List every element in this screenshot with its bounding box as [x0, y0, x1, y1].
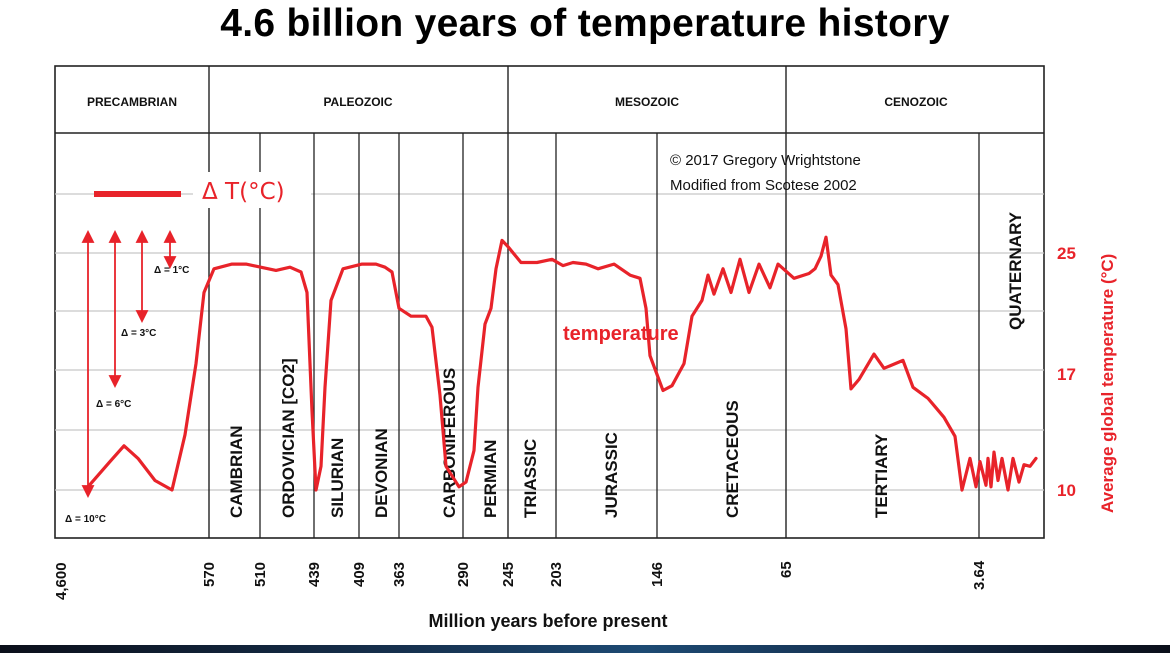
period-label-permian: PERMIAN [481, 440, 500, 518]
era-label-precambrian: PRECAMBRIAN [87, 95, 177, 109]
x-tick-245: 245 [500, 562, 517, 587]
series-line-temperature [86, 235, 1038, 492]
x-tick-570: 570 [201, 562, 218, 587]
delta-label-1c: Δ = 1°C [154, 265, 189, 276]
series-label-temperature: temperature [563, 323, 679, 345]
period-label-ordovician: ORDOVICIAN [CO2] [279, 358, 298, 518]
era-dividers [208, 66, 787, 538]
period-label-triassic: TRIASSIC [521, 439, 540, 518]
slide-footer-bar [0, 645, 1170, 653]
y-axis-title: Average global temperature (°C) [1098, 254, 1117, 513]
legend-box [193, 172, 311, 208]
period-label-cambrian: CAMBRIAN [227, 425, 246, 518]
period-label-silurian: SILURIAN [328, 438, 347, 518]
x-axis-title: Million years before present [428, 611, 667, 631]
x-tick-labels: 4,600 570 510 439 409 363 290 245 203 14… [53, 560, 988, 600]
period-label-tertiary: TERTIARY [872, 433, 891, 518]
period-label-cretaceous: CRETACEOUS [723, 400, 742, 518]
delta-label-3c: Δ = 3°C [121, 328, 156, 339]
x-tick-439: 439 [306, 562, 323, 587]
delta-arrows [81, 229, 177, 499]
x-tick-146: 146 [649, 562, 666, 587]
legend-delta-t: Δ T(°C) [202, 179, 285, 205]
y-tick-25: 25 [1057, 244, 1076, 263]
credit-line-2: Modified from Scotese 2002 [670, 177, 857, 194]
delta-label-6c: Δ = 6°C [96, 399, 131, 410]
period-label-devonian: DEVONIAN [372, 428, 391, 518]
y-tick-10: 10 [1057, 481, 1076, 500]
delta-label-10c: Δ = 10°C [65, 514, 106, 525]
x-tick-409: 409 [351, 562, 368, 587]
x-tick-203: 203 [548, 562, 565, 587]
x-tick-363: 363 [391, 562, 408, 587]
x-tick-4600: 4,600 [53, 562, 70, 600]
era-label-mesozoic: MESOZOIC [615, 95, 679, 109]
credit-line-1: © 2017 Gregory Wrightstone [670, 152, 861, 169]
era-label-paleozoic: PALEOZOIC [323, 95, 392, 109]
x-tick-290: 290 [455, 562, 472, 587]
y-tick-17: 17 [1057, 365, 1076, 384]
period-label-quaternary: QUATERNARY [1006, 211, 1025, 330]
period-label-jurassic: JURASSIC [602, 432, 621, 518]
x-tick-510: 510 [252, 562, 269, 587]
era-label-cenozoic: CENOZOIC [884, 95, 948, 109]
x-tick-3-64: 3.64 [971, 560, 988, 590]
plot-frame [54, 65, 1045, 539]
chart-title: 4.6 billion years of temperature history [220, 2, 950, 45]
x-tick-65: 65 [778, 561, 795, 578]
